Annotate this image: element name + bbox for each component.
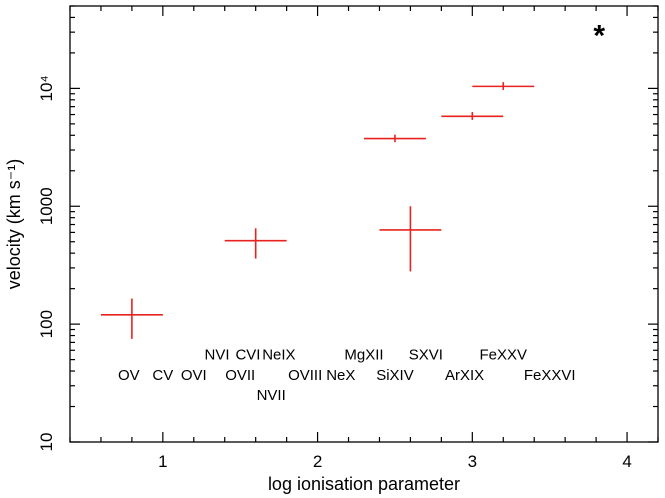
ion-label: CVI (235, 347, 260, 364)
ion-label: OV (118, 367, 140, 384)
asterisk-marker: * (593, 19, 605, 52)
x-tick-label: 1 (158, 452, 167, 471)
ticks-layer: 1 2 3 4 10 100 1000 10⁴ (37, 5, 659, 471)
ion-label: OVIII (288, 367, 322, 384)
ion-label: ArXIX (445, 367, 484, 384)
ion-label: OVII (225, 367, 255, 384)
ion-label: FeXXVI (524, 367, 576, 384)
x-tick-label: 3 (468, 452, 477, 471)
y-tick-label: 1000 (37, 187, 56, 225)
x-tick-label: 4 (622, 452, 631, 471)
y-tick-label: 10 (37, 433, 56, 452)
ion-label: SiXIV (376, 367, 414, 384)
data-layer (100, 82, 535, 339)
y-tick-label: 100 (37, 310, 56, 338)
ion-label: NeX (326, 367, 355, 384)
x-tick-label: 2 (313, 452, 322, 471)
ion-label: SXVI (409, 347, 443, 364)
ion-label: NVII (257, 387, 286, 404)
y-axis-title: velocity (km s⁻¹) (4, 159, 24, 290)
ion-label: NVI (204, 347, 229, 364)
x-axis-title: log ionisation parameter (268, 474, 460, 494)
ion-label: FeXXV (479, 347, 527, 364)
ion-label: NeIX (262, 347, 295, 364)
ion-label: CV (152, 367, 173, 384)
y-tick-label: 10⁴ (37, 75, 56, 101)
ion-label: MgXII (344, 347, 383, 364)
ion-label: OVI (181, 367, 207, 384)
